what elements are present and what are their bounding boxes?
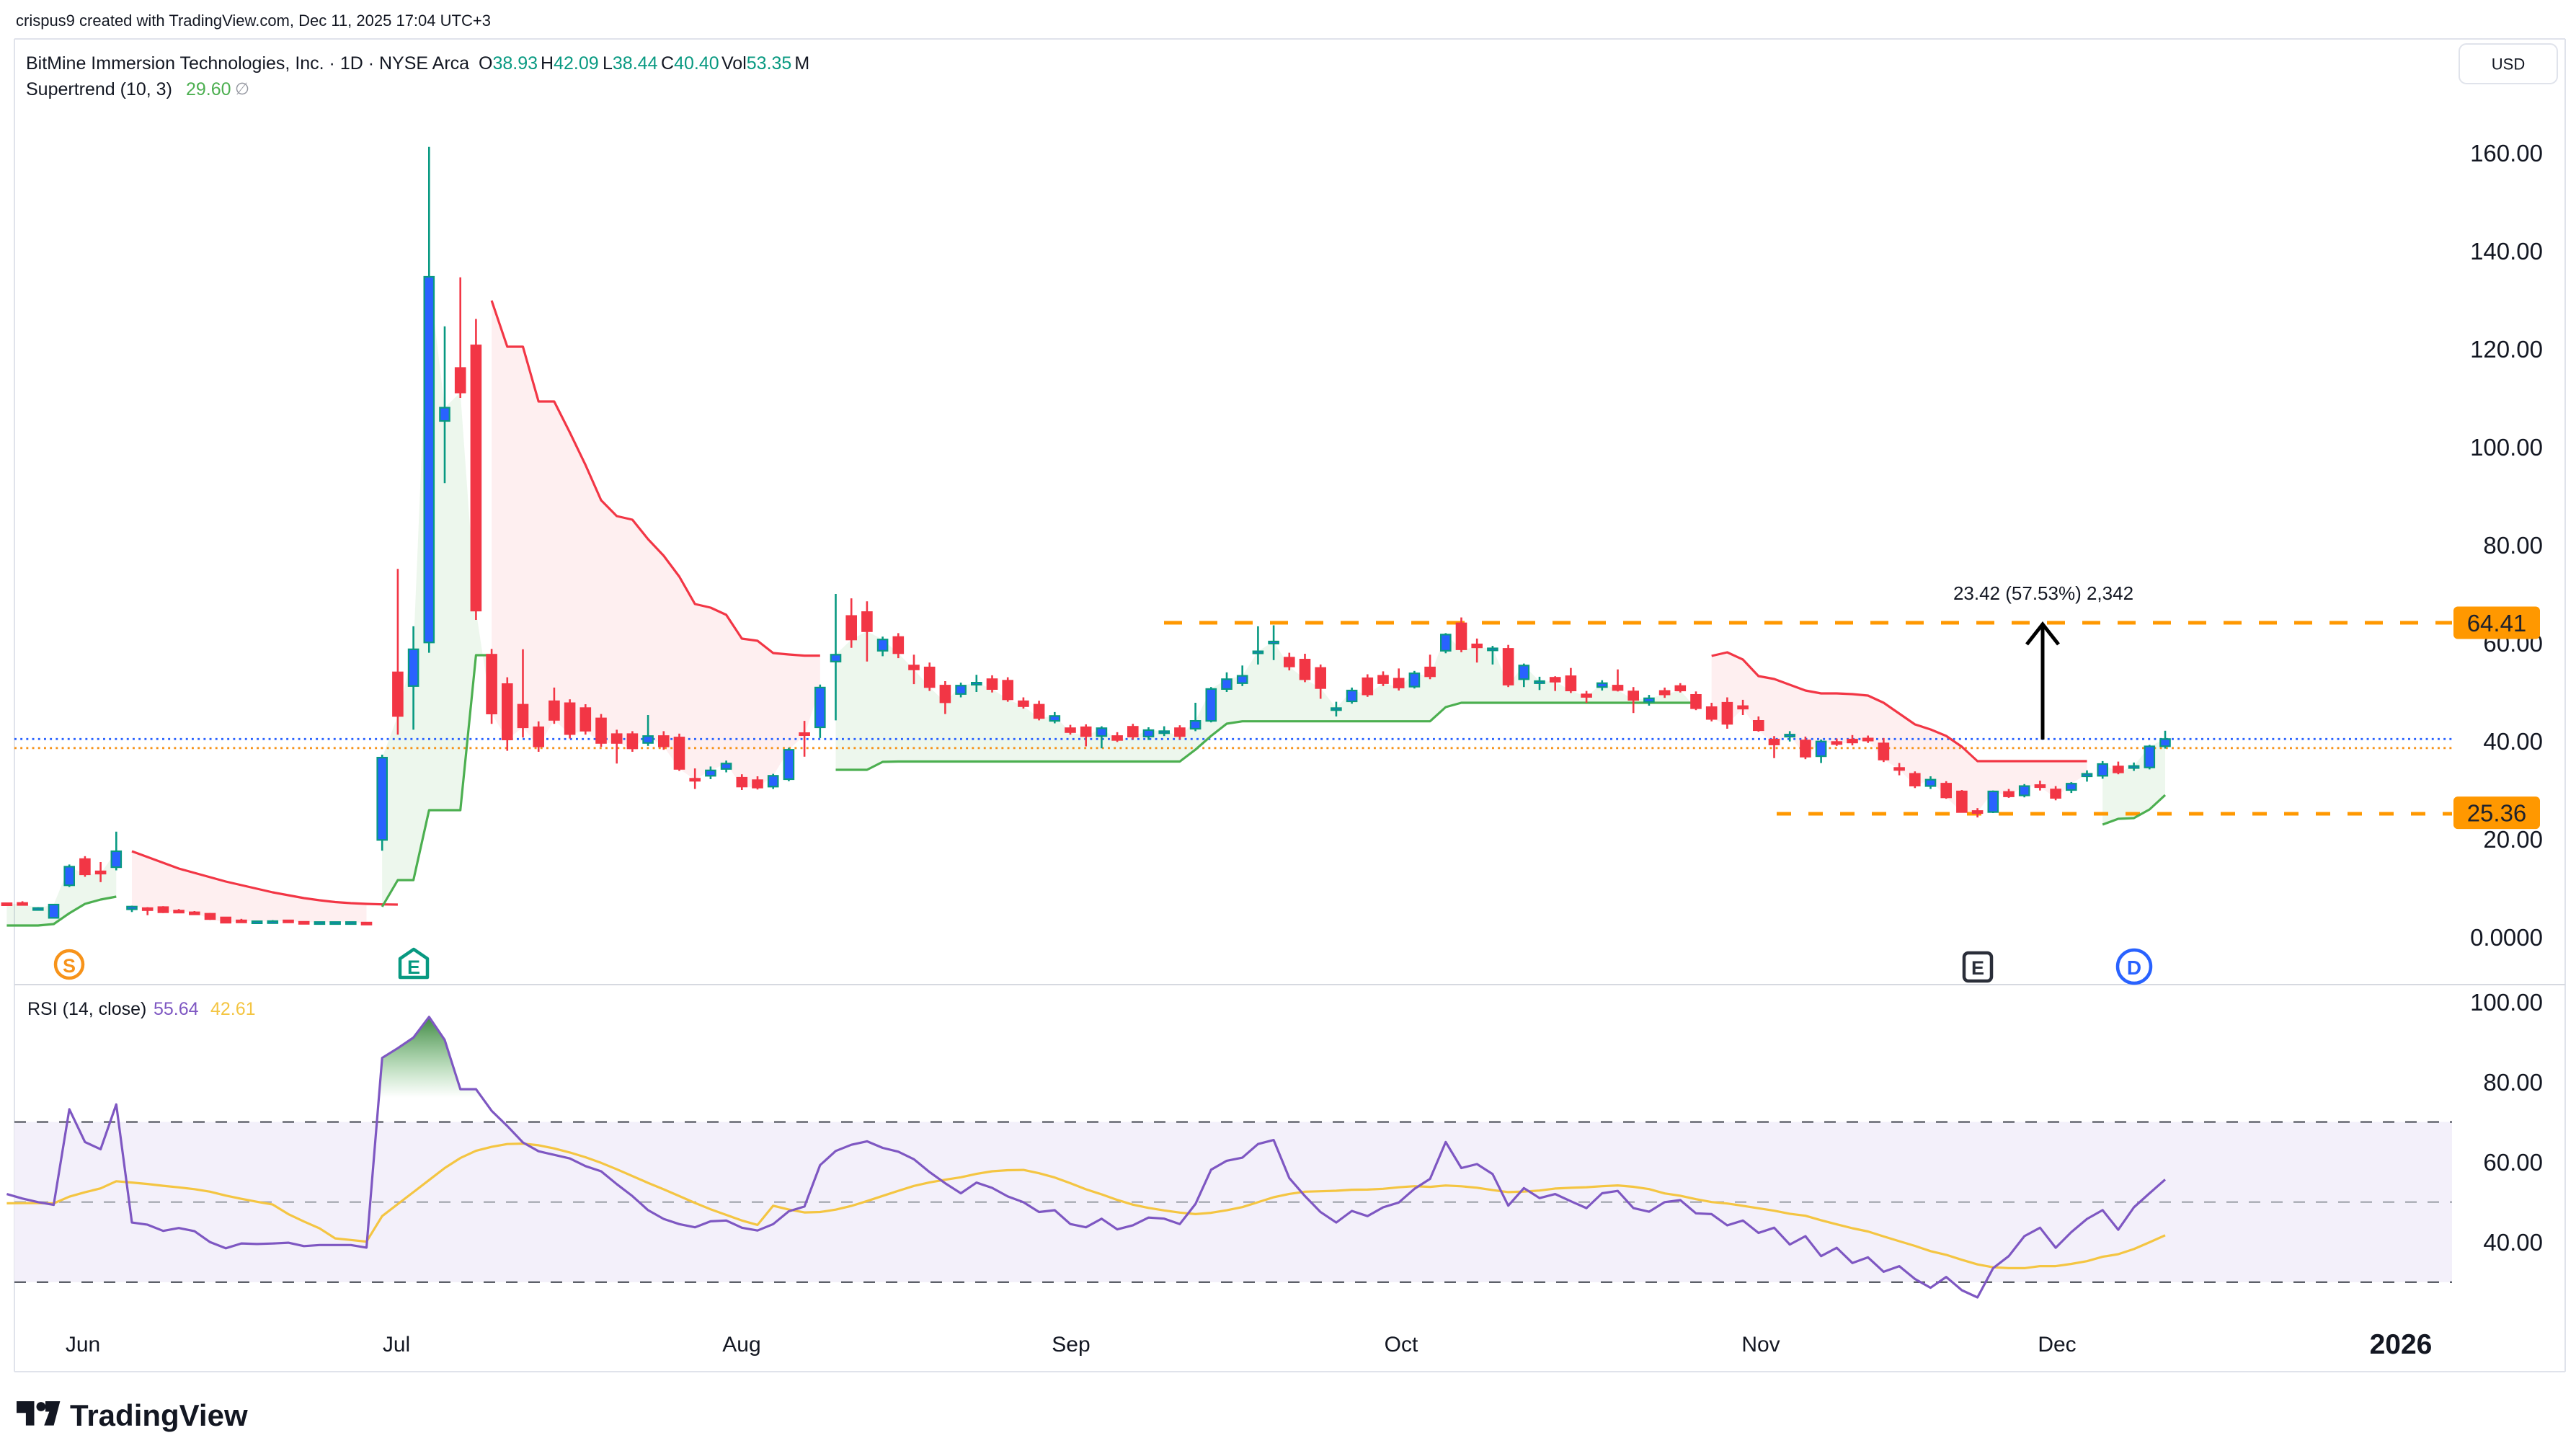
svg-text:Jul: Jul [383,1333,410,1357]
svg-text:crispus9 created with TradingV: crispus9 created with TradingView.com, D… [16,12,491,30]
svg-text:C40.40: C40.40 [661,53,719,74]
svg-text:S: S [63,955,76,977]
svg-text:RSI (14, close): RSI (14, close) [27,999,146,1019]
svg-text:40.00: 40.00 [2483,728,2543,755]
svg-text:55.64: 55.64 [154,999,199,1019]
svg-text:L38.44: L38.44 [603,53,658,74]
svg-text:20.00: 20.00 [2483,826,2543,853]
svg-text:Oct: Oct [1385,1333,1418,1357]
svg-text:60.00: 60.00 [2483,1149,2543,1176]
svg-text:80.00: 80.00 [2483,532,2543,559]
svg-text:42.61: 42.61 [210,999,256,1019]
svg-text:BitMine Immersion Technologies: BitMine Immersion Technologies, Inc. · 1… [26,53,469,74]
svg-text:Jun: Jun [66,1333,100,1357]
svg-text:O38.93: O38.93 [479,53,538,74]
svg-text:USD: USD [2492,56,2525,74]
svg-text:25.36: 25.36 [2467,800,2527,827]
svg-text:H42.09: H42.09 [541,53,599,74]
svg-text:0.0000: 0.0000 [2470,924,2543,951]
svg-text:80.00: 80.00 [2483,1069,2543,1096]
svg-text:160.00: 160.00 [2470,140,2543,167]
svg-text:29.60: 29.60 [186,79,231,99]
svg-text:23.42 (57.53%) 2,342: 23.42 (57.53%) 2,342 [1953,582,2133,604]
svg-text:100.00: 100.00 [2470,434,2543,461]
svg-text:Vol53.35M: Vol53.35 M [721,53,809,74]
svg-text:40.00: 40.00 [2483,1229,2543,1256]
svg-text:E: E [1971,957,1984,979]
svg-text:100.00: 100.00 [2470,989,2543,1016]
svg-text:Dec: Dec [2038,1333,2076,1357]
svg-text:∅: ∅ [235,79,249,98]
svg-text:120.00: 120.00 [2470,336,2543,363]
svg-text:D: D [2127,956,2141,979]
svg-text:2026: 2026 [2370,1329,2433,1360]
svg-text:Aug: Aug [722,1333,760,1357]
svg-text:E: E [407,956,420,978]
svg-text:140.00: 140.00 [2470,238,2543,265]
svg-text:64.41: 64.41 [2467,610,2527,636]
svg-text:TradingView: TradingView [70,1398,248,1432]
svg-text:Supertrend (10, 3): Supertrend (10, 3) [26,79,172,99]
svg-text:Sep: Sep [1052,1333,1090,1357]
svg-text:Nov: Nov [1741,1333,1780,1357]
